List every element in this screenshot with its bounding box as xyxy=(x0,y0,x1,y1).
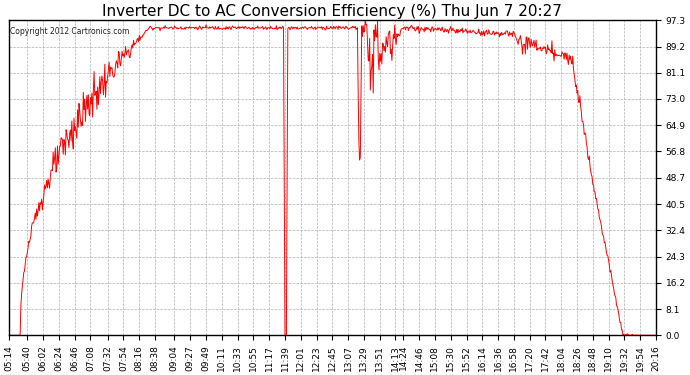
Text: Copyright 2012 Cartronics.com: Copyright 2012 Cartronics.com xyxy=(10,27,129,36)
Title: Inverter DC to AC Conversion Efficiency (%) Thu Jun 7 20:27: Inverter DC to AC Conversion Efficiency … xyxy=(102,4,562,19)
